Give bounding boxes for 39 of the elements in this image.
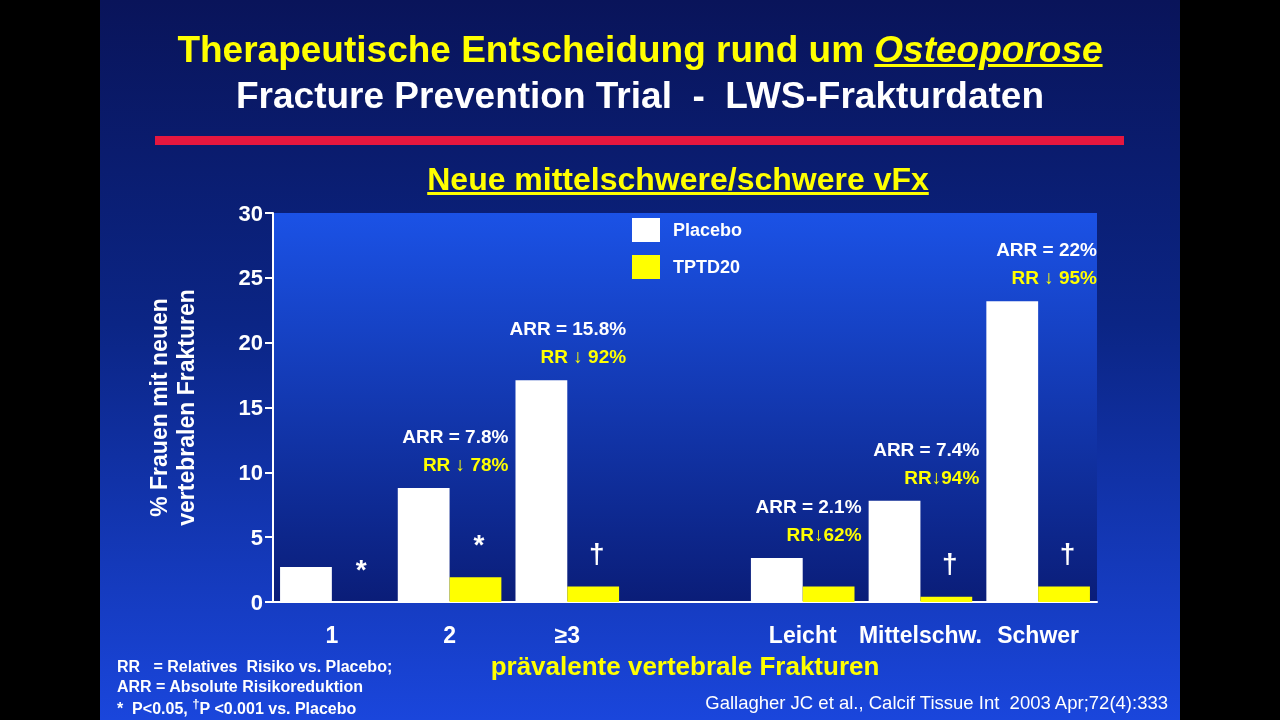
x-tick-label: ≥3 [554, 621, 580, 648]
text: Neue mittelschwere/schwere vFx [426, 160, 930, 199]
y-tick-label: 20 [238, 330, 263, 356]
x-tick-label: Mittelschw. [858, 621, 982, 648]
annotation: † [588, 537, 605, 569]
x-tick-label: 1 [325, 621, 339, 648]
chart-subtitle: Fracture Prevention Trial - LWS-Frakturdaten [235, 74, 1045, 118]
bar [567, 586, 620, 602]
legend-label: Placebo [673, 220, 743, 240]
y-tick-label: 30 [238, 200, 263, 226]
bar [920, 596, 973, 602]
annotation: * [473, 528, 485, 560]
annotation: * [355, 553, 367, 585]
text: ARR = Absolute Risikoreduktion [117, 677, 364, 697]
y-tick-label: 15 [238, 395, 263, 420]
text: Gallagher JC et al., Calcif Tissue Int 2003 Apr;72(4):333 [705, 692, 1168, 715]
annotation: ARR = 7.4% RR↓94% [873, 438, 980, 488]
annotation: ARR = 2.1% RR↓62% [755, 495, 862, 545]
y-tick-label: 10 [238, 459, 263, 485]
annotation: † [942, 548, 958, 580]
bar [1038, 586, 1090, 602]
y-tick-label: 0 [250, 589, 263, 615]
y-axis-title: % Frauen mit neuen vertebralen Frakturen [145, 289, 199, 526]
x-tick-label: 2 [443, 621, 456, 648]
annotation: ARR = 15.8% RR ↓ 92% [509, 318, 627, 368]
legend-label: TPTD20 [673, 257, 741, 277]
annotation: ARR = 22% RR ↓ 95% [996, 239, 1098, 289]
text: RR = Relatives Risiko vs. Placebo; [117, 657, 393, 677]
annotation: † [1059, 537, 1076, 569]
y-tick-label: 5 [250, 524, 263, 550]
x-tick-label: Leicht [768, 621, 837, 648]
x-axis-title: prävalente vertebrale Frakturen [490, 651, 880, 681]
x-tick-label: Schwer [997, 621, 1080, 648]
text: * P<0.05, $^{†}$P <0.001 vs. Placebo [117, 696, 357, 719]
y-tick-label: 25 [238, 265, 263, 291]
chart-title: Therapeutische Entscheidung rund um Osteoporose [177, 29, 1103, 70]
bar [802, 586, 855, 602]
bar [449, 577, 502, 602]
annotation: ARR = 7.8% RR ↓ 78% [402, 425, 509, 475]
